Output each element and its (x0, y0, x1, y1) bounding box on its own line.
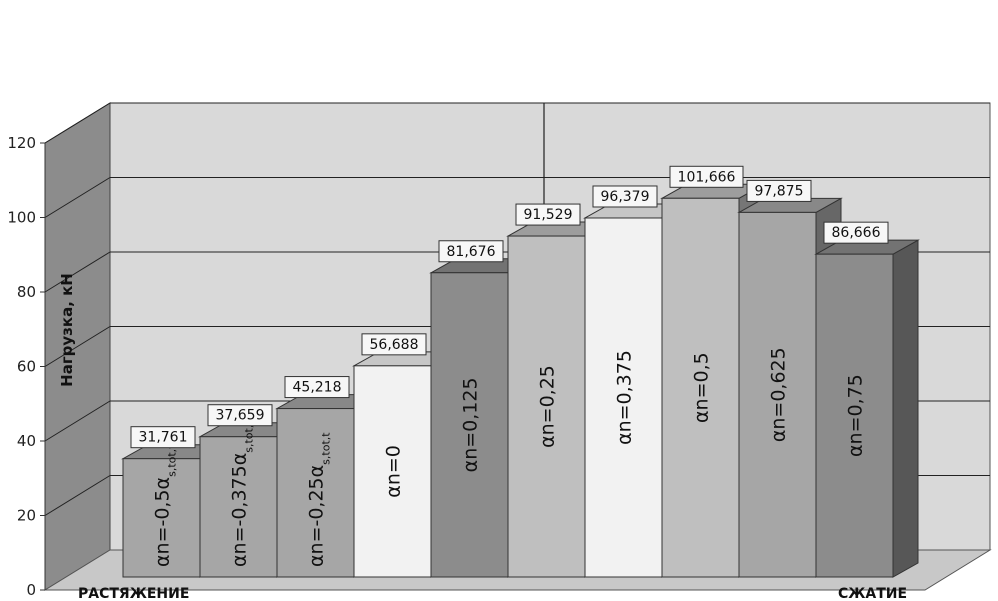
data-label-box (207, 404, 273, 427)
bar: αn=0,75 (814, 239, 920, 578)
data-label-box (592, 185, 658, 208)
bar-category-subscript: s,tot,t (165, 444, 178, 477)
bar-category-subscript: s,tot,t (242, 420, 255, 453)
gridline (44, 177, 111, 218)
group-label-tension: РАСТЯЖЕНИЕ (78, 586, 189, 601)
data-label-box (361, 333, 427, 356)
data-label: 96,379 (601, 189, 650, 205)
data-label: 31,761 (139, 430, 188, 446)
data-label: 45,218 (293, 380, 342, 396)
data-label: 37,659 (216, 408, 265, 424)
bar-front-face (584, 217, 663, 578)
bar-front-face (661, 197, 740, 578)
data-label: 91,529 (524, 207, 573, 223)
bar-front-face (199, 436, 278, 578)
data-label-box (130, 426, 196, 449)
data-label: 81,676 (447, 244, 496, 260)
y-axis: 0 20 40 60 80 100 120 (7, 134, 46, 599)
bar-category-label: αn=0,25 (537, 365, 559, 448)
bars: αn=-0,5αs,tot,t αn=-0,375αs,tot,tαn=-0,25… (121, 183, 920, 578)
y-tick-label: 120 (7, 134, 36, 152)
data-label-box (438, 240, 504, 263)
y-tick-label: 60 (17, 358, 36, 376)
bar: αn=-0,5αs,tot,t (121, 444, 227, 578)
bar-front-face (430, 272, 509, 578)
bar-side-face (892, 239, 919, 578)
data-label-box (515, 203, 581, 226)
gridline (44, 475, 111, 516)
bar-front-face (122, 458, 201, 578)
data-labels: 31,761 37,659 45,218 56,688 81,676 91,529 96,3… (130, 165, 889, 449)
y-tick-label: 20 (17, 507, 36, 525)
bar-category-label: αn=0,125 (460, 377, 482, 472)
bar-category-subscript: s,tot,t (319, 432, 332, 465)
bar-category-label: αn=0,625 (768, 347, 790, 442)
gridline (44, 102, 111, 144)
data-label: 101,666 (678, 169, 736, 185)
y-tick-label: 0 (26, 581, 36, 599)
gridline (44, 251, 111, 293)
bar-front-face (815, 253, 894, 578)
gridline (44, 400, 111, 442)
bar-front-face (738, 211, 817, 578)
bar-category-label: αn=0 (383, 445, 405, 498)
y-tick-label: 100 (7, 209, 36, 227)
gridline (44, 326, 111, 367)
data-label: 56,688 (370, 337, 419, 353)
data-label-box (746, 179, 812, 202)
bar-front-face (353, 365, 432, 578)
y-tick-label: 40 (17, 432, 36, 450)
group-label-compression: СЖАТИЕ (838, 586, 907, 601)
data-label-box (284, 376, 350, 399)
bar-category-label: αn=0,5 (691, 352, 713, 423)
data-label: 97,875 (755, 183, 804, 199)
bar-category-label: αn=0,375 (614, 350, 636, 445)
bar-front-face (507, 235, 586, 578)
data-label: 86,666 (832, 225, 881, 241)
data-label-box (823, 221, 889, 244)
data-label-box (669, 165, 744, 188)
y-axis-title: Нагрузка, кН (58, 273, 76, 387)
y-tick-label: 80 (17, 283, 36, 301)
bar-category-label: αn=0,75 (845, 374, 867, 457)
